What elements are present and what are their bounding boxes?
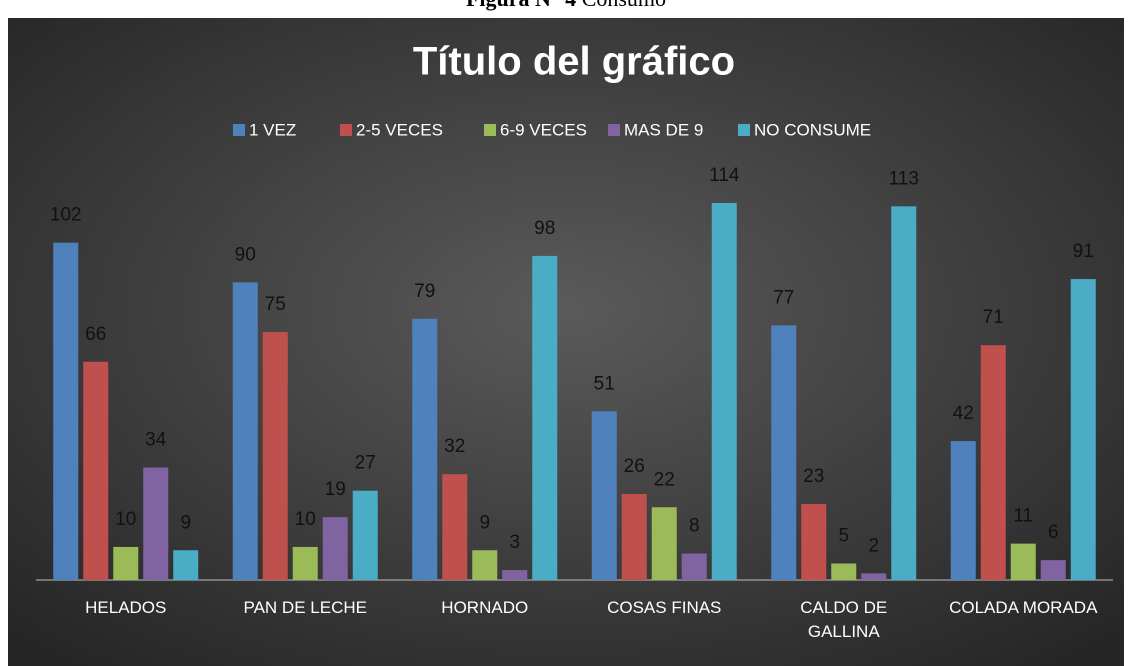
x-tick-label: HORNADO: [441, 598, 529, 617]
data-label: 114: [709, 165, 740, 186]
bar: [262, 331, 288, 580]
caption: Figura N° 4 Consumo: [466, 0, 666, 11]
bar: [83, 361, 109, 580]
bar: [831, 563, 857, 580]
bar: [1040, 560, 1066, 580]
chart-title: Título del gráfico: [413, 40, 735, 84]
data-label: 3: [509, 532, 520, 553]
bar: [980, 345, 1006, 580]
bar: [771, 325, 797, 580]
x-tick-label: COSAS FINAS: [607, 598, 722, 617]
legend-label: 2-5 VECES: [356, 120, 443, 139]
bar: [53, 242, 79, 580]
bar: [621, 494, 647, 580]
x-tick-label-box: CALDO DE GALLINA: [800, 598, 888, 641]
data-label: 26: [624, 456, 645, 477]
legend-swatch: [738, 124, 750, 136]
data-label: 102: [50, 205, 82, 226]
data-label: 10: [115, 509, 136, 530]
x-tick-label: PAN DE LECHE: [243, 598, 367, 617]
x-tick-label: CALDO DE GALLINA: [800, 598, 888, 641]
data-label: 9: [180, 512, 191, 533]
bar: [861, 573, 887, 580]
bar: [651, 507, 677, 580]
data-label: 66: [85, 324, 106, 345]
bar: [352, 490, 378, 580]
bar: [412, 318, 438, 580]
bar: [173, 550, 199, 580]
data-label: 77: [773, 287, 794, 308]
x-tick-label-box: COSAS FINAS: [607, 598, 722, 617]
data-label: 11: [1013, 506, 1033, 527]
bar: [502, 570, 528, 580]
data-label: 22: [654, 469, 675, 490]
bar: [950, 441, 976, 580]
legend-label: 6-9 VECES: [500, 120, 587, 139]
data-label: 2: [868, 535, 879, 556]
bar: [143, 467, 169, 580]
data-label: 23: [803, 466, 824, 487]
data-label: 71: [983, 307, 1004, 328]
bar: [472, 550, 498, 580]
x-tick-label-box: HELADOS: [85, 598, 167, 617]
bar: [891, 206, 917, 581]
x-tick-label: HELADOS: [85, 598, 167, 617]
bar: [232, 282, 258, 580]
data-label: 5: [838, 525, 849, 546]
caption-text: Consumo: [582, 0, 666, 11]
legend-swatch: [340, 124, 352, 136]
legend-swatch: [233, 124, 245, 136]
data-label: 6: [1048, 522, 1059, 543]
data-label: 75: [265, 294, 286, 315]
data-label: 19: [325, 479, 346, 500]
data-label: 91: [1073, 241, 1094, 262]
legend-swatch: [484, 124, 496, 136]
caption-label: Figura N° 4: [466, 0, 576, 11]
data-label: 34: [145, 430, 167, 451]
data-label: 27: [355, 453, 376, 474]
data-label: 113: [889, 168, 919, 189]
bar: [1010, 543, 1036, 580]
legend-label: MAS DE 9: [624, 120, 703, 139]
x-tick-label: COLADA MORADA: [949, 598, 1098, 617]
bar: [532, 255, 558, 580]
data-label: 9: [479, 512, 490, 533]
data-label: 42: [953, 403, 974, 424]
x-tick-label-box: HORNADO: [441, 598, 529, 617]
data-label: 32: [444, 436, 465, 457]
data-label: 79: [414, 281, 435, 302]
bar: [591, 411, 617, 580]
data-label: 90: [235, 244, 256, 265]
legend-label: NO CONSUME: [754, 120, 871, 139]
data-label: 8: [689, 516, 700, 537]
data-label: 10: [295, 509, 316, 530]
legend-swatch: [608, 124, 620, 136]
x-tick-label-box: PAN DE LECHE: [243, 598, 367, 617]
x-tick-label-box: COLADA MORADA: [949, 598, 1098, 617]
data-label: 51: [594, 373, 615, 394]
data-label: 98: [534, 218, 555, 239]
bar: [1070, 279, 1096, 580]
bar: [113, 546, 139, 580]
bar: [681, 553, 707, 580]
bar: [292, 546, 318, 580]
bar: [442, 474, 468, 580]
bar: [322, 517, 348, 580]
bar: [801, 503, 827, 580]
legend-label: 1 VEZ: [249, 120, 296, 139]
bar: [711, 203, 737, 580]
